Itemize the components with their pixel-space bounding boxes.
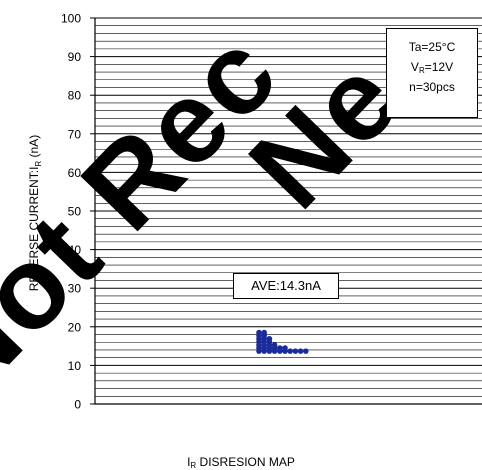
x-axis-label: IR DISRESION MAP	[187, 455, 295, 470]
average-box: AVE:14.3nA	[233, 273, 339, 299]
data-point	[277, 348, 283, 354]
conditions-box: Ta=25°C VR=12V n=30pcs	[386, 28, 478, 118]
watermark-text: Not Rec	[0, 7, 302, 423]
sample-count-label: n=30pcs	[409, 80, 455, 94]
y-tick-label: 80	[68, 89, 82, 103]
data-point	[297, 348, 304, 354]
y-axis-label: REVERSE CURRENT:IR (nA)	[27, 135, 43, 291]
y-axis-label-main: REVERSE CURRENT:I	[27, 167, 41, 292]
y-axis-label-unit: (nA)	[27, 135, 41, 161]
data-point	[256, 348, 262, 354]
y-tick-label: 20	[68, 320, 82, 334]
data-points	[256, 329, 309, 354]
y-axis-ticks: 0 10 20 30 40 50 60 70 80 90 100	[61, 12, 95, 412]
y-tick-label: 30	[68, 282, 82, 296]
data-point	[292, 348, 299, 354]
data-point	[271, 348, 278, 354]
voltage-label: VR=12V	[410, 60, 454, 75]
watermark: Not Rec Ne	[0, 7, 424, 423]
chart-axes	[94, 17, 482, 405]
temperature-label: Ta=25°C	[408, 40, 456, 54]
data-point	[303, 348, 309, 354]
y-tick-label: 60	[68, 166, 82, 180]
data-point	[266, 348, 273, 354]
y-tick-label: 90	[68, 50, 82, 64]
data-point	[282, 348, 288, 354]
data-point	[261, 348, 268, 354]
y-tick-label: 50	[68, 205, 82, 219]
y-tick-label: 0	[74, 398, 81, 412]
y-tick-label: 100	[61, 12, 81, 26]
y-tick-label: 70	[68, 127, 82, 141]
data-point	[287, 348, 294, 354]
y-tick-label: 10	[68, 359, 82, 373]
y-tick-label: 40	[68, 243, 82, 257]
y-axis-label-sub: R	[34, 161, 43, 167]
